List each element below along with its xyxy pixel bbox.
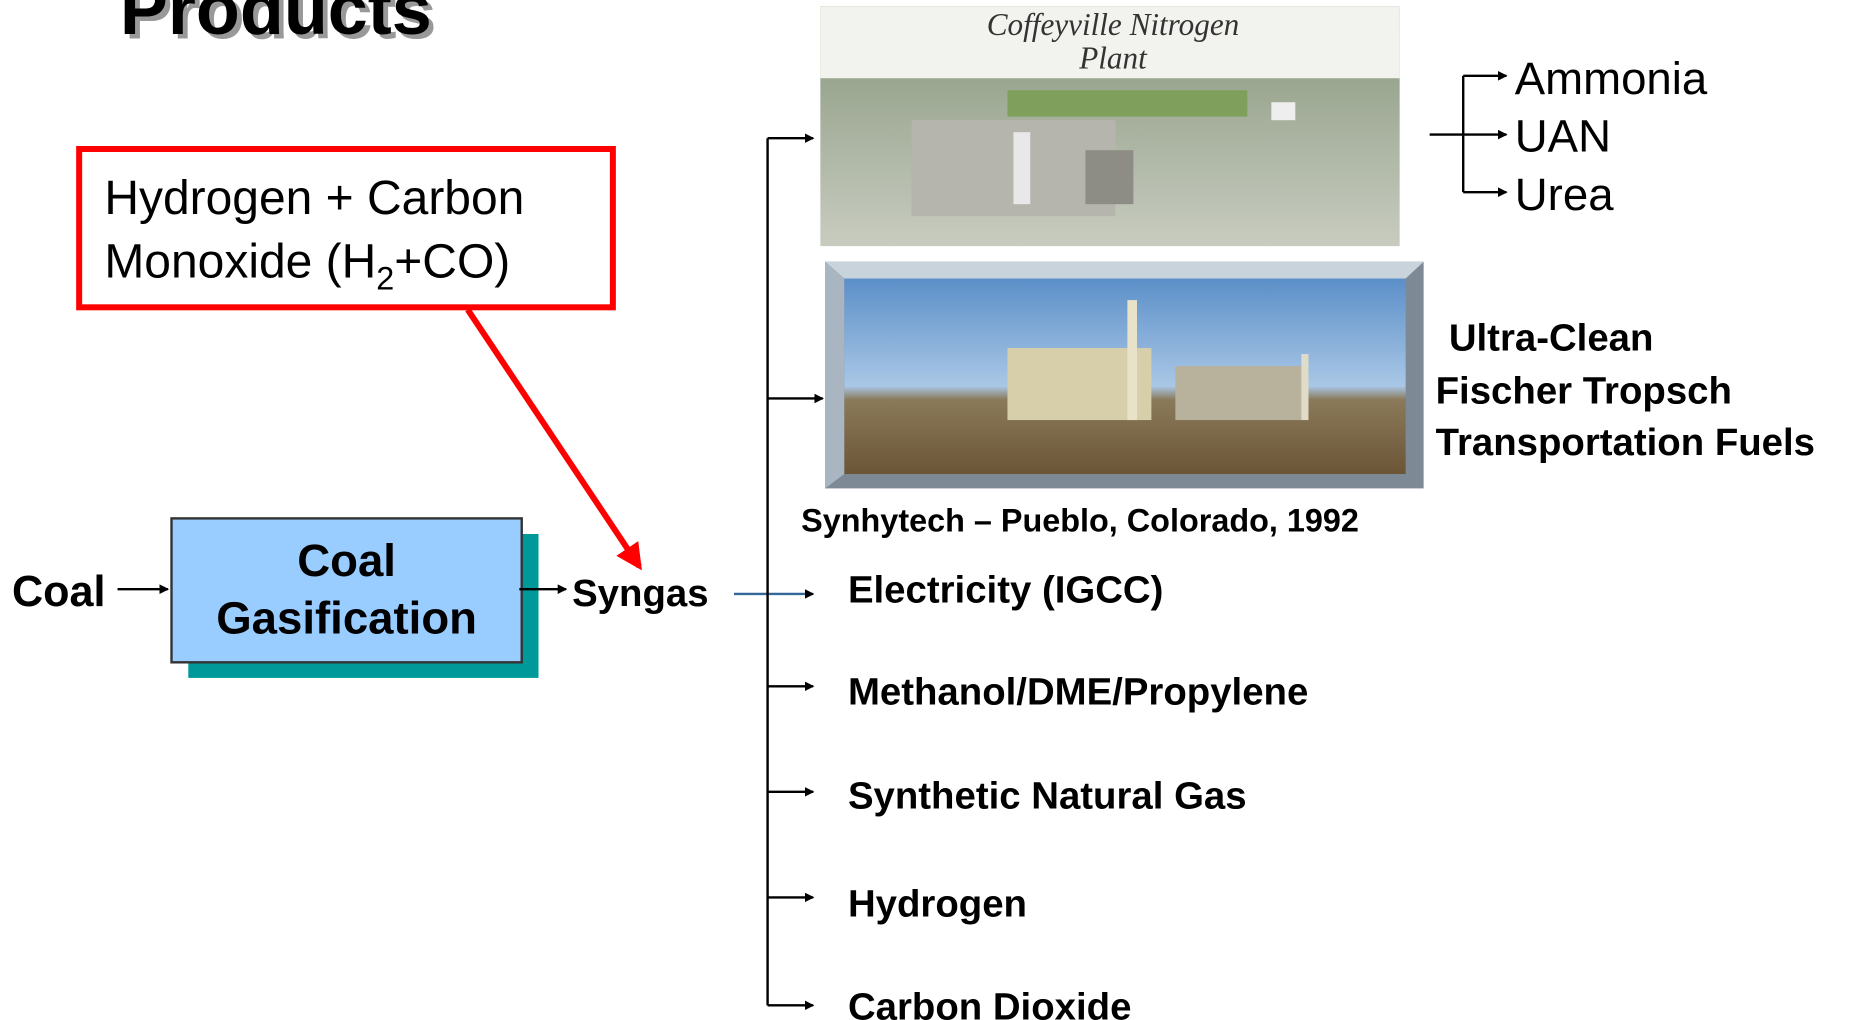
product: Hydrogen bbox=[848, 883, 1027, 926]
sub-product: Transportation Fuels bbox=[1436, 421, 1815, 464]
sub-product: UAN bbox=[1515, 110, 1611, 161]
input-label: Coal bbox=[12, 568, 106, 616]
callout-line: Monoxide (H2+CO) bbox=[104, 235, 510, 296]
text: +CO) bbox=[394, 235, 510, 288]
process-label: Gasification bbox=[216, 593, 477, 644]
product: Synthetic Natural Gas bbox=[848, 775, 1247, 818]
sub-product: Ammonia bbox=[1515, 53, 1708, 104]
photo-caption: Plant bbox=[1078, 41, 1148, 76]
text: Monoxide (H bbox=[104, 235, 376, 288]
product: Carbon Dioxide bbox=[848, 986, 1131, 1020]
callout-arrow bbox=[465, 308, 642, 571]
photo-caption: Coffeyville Nitrogen bbox=[987, 7, 1240, 42]
sub-product: Urea bbox=[1515, 169, 1614, 220]
photo-caption: Synhytech – Pueblo, Colorado, 1992 bbox=[801, 503, 1359, 539]
process-label: Coal bbox=[297, 535, 396, 586]
plant-photo bbox=[820, 6, 1400, 247]
sub-product: Fischer Tropsch bbox=[1436, 369, 1732, 412]
callout-line: Hydrogen + Carbon bbox=[104, 172, 524, 225]
synhytech-photo bbox=[825, 261, 1424, 489]
process-box bbox=[170, 517, 523, 664]
product: Electricity (IGCC) bbox=[848, 568, 1163, 611]
title-shadow: Products bbox=[125, 0, 437, 55]
subscript: 2 bbox=[376, 260, 394, 296]
title: Products bbox=[120, 0, 432, 50]
callout-box bbox=[76, 145, 616, 311]
product: Methanol/DME/Propylene bbox=[848, 670, 1308, 713]
output-label: Syngas bbox=[572, 572, 708, 615]
sub-product: Ultra-Clean bbox=[1449, 316, 1654, 359]
